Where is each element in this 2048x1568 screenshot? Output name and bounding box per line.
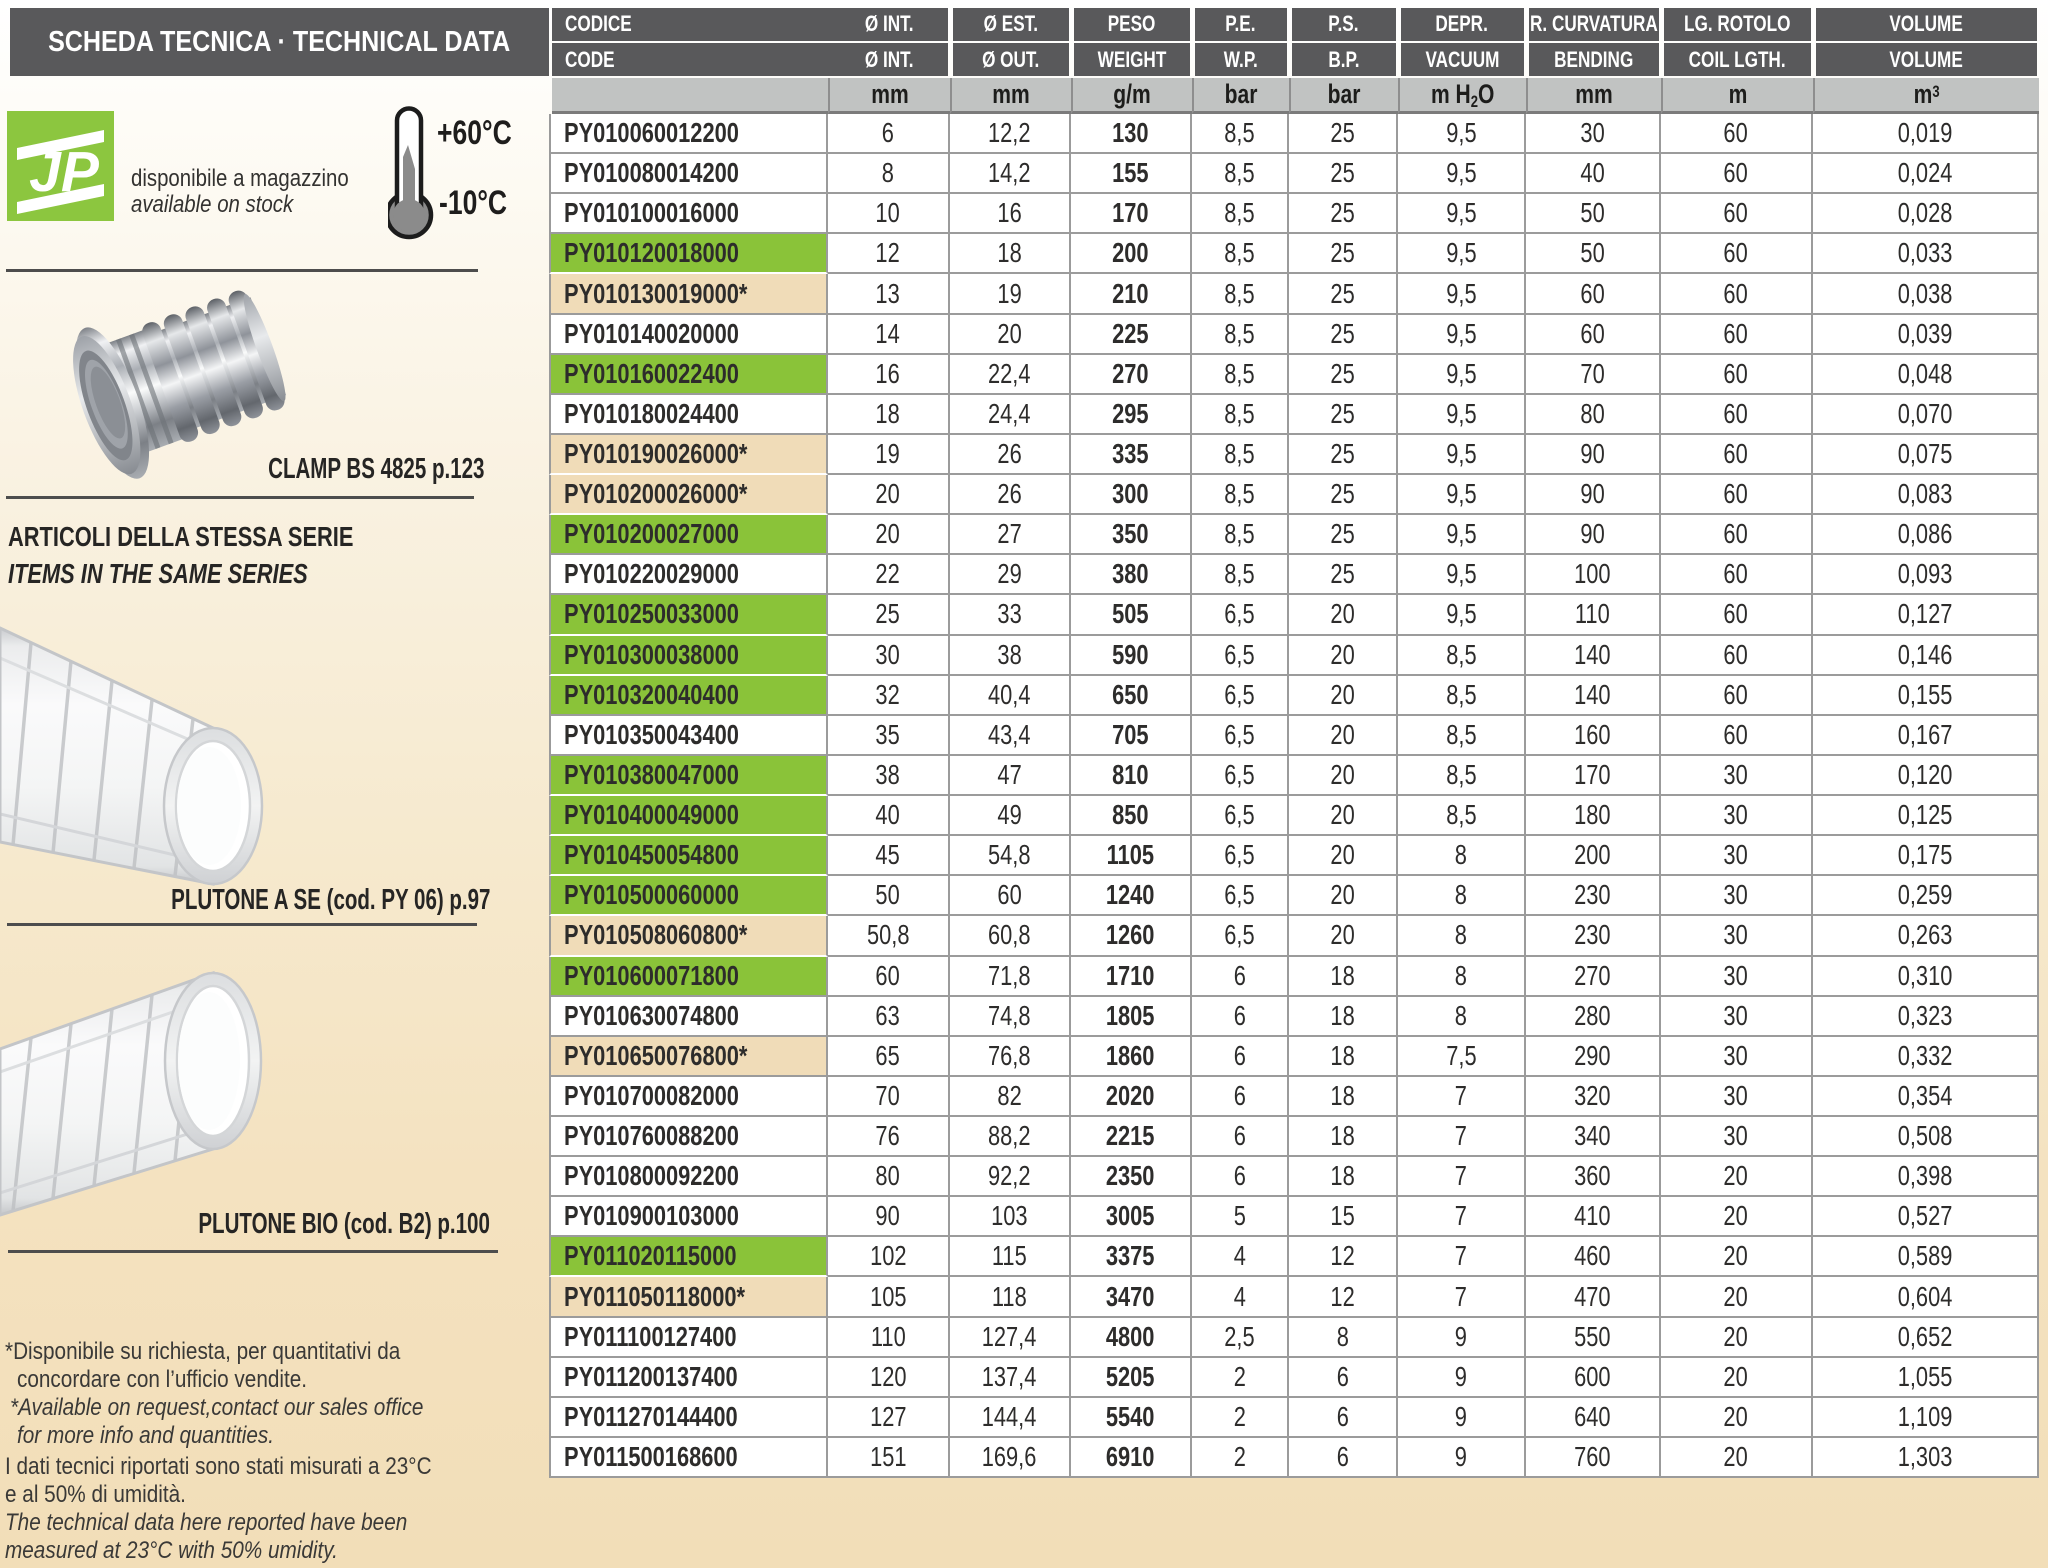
- svg-text:JP: JP: [29, 140, 100, 204]
